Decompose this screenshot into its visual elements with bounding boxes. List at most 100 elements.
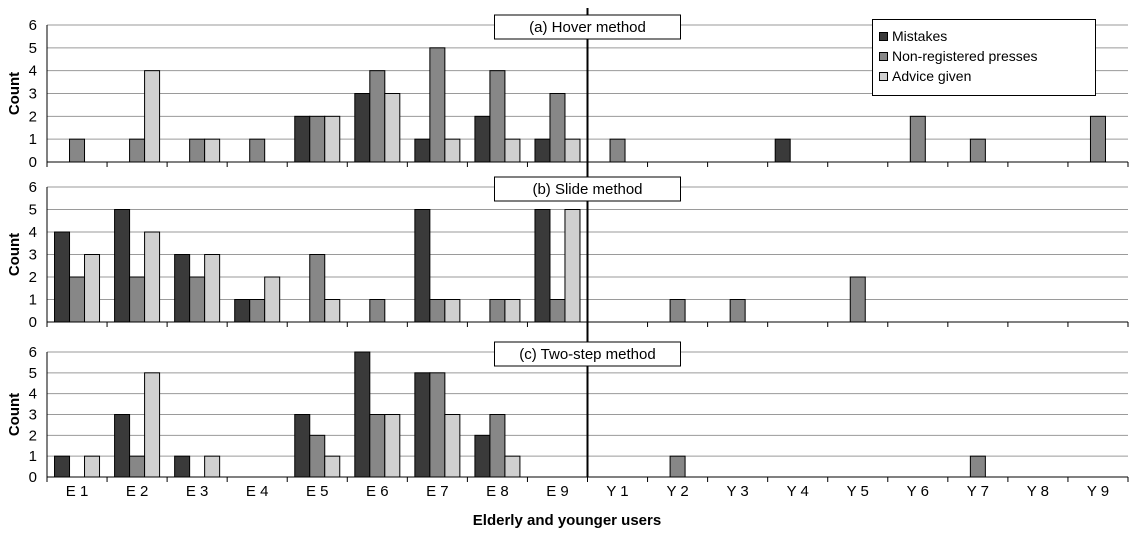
y-tick-label: 5 [29,40,37,57]
y-tick-label: 2 [29,269,37,286]
panel-title: (c) Two-step method [519,346,655,363]
x-tick-label: E 8 [486,483,509,500]
bar-mistakes [54,455,71,478]
x-tick-label: E 1 [66,483,89,500]
bar-mistakes [54,231,71,323]
y-tick-label: 4 [29,224,37,241]
bar-advice [144,231,161,323]
bar-advice [444,299,461,323]
panel-title-box [494,176,681,202]
bar-non-registered [429,299,446,323]
y-tick-label: 4 [29,386,37,403]
x-tick-label: E 4 [246,483,269,500]
bar-non-registered [309,434,326,478]
panel-title: (b) Slide method [532,181,642,198]
y-axis-title: Count [6,72,23,115]
panel-title: (a) Hover method [529,19,646,36]
bar-mistakes [234,299,251,323]
chart-legend: Mistakes Non-registered presses Advice g… [872,19,1096,96]
y-tick-label: 6 [29,344,37,361]
bar-non-registered [489,70,506,163]
bar-mistakes [414,372,431,478]
x-tick-label: Y 8 [1027,483,1049,500]
bar-advice [324,299,341,323]
bar-mistakes [534,209,551,323]
bar-mistakes [294,115,311,163]
bar-mistakes [414,138,431,163]
legend-item-non-registered: Non-registered presses [879,46,1095,66]
bar-non-registered [309,115,326,163]
y-tick-label: 0 [29,469,37,486]
bar-non-registered [69,138,86,163]
y-tick-label: 6 [29,179,37,196]
y-axis-title: Count [6,233,23,276]
y-tick-label: 1 [29,131,37,148]
bar-non-registered [1089,115,1106,163]
y-tick-label: 3 [29,247,37,264]
bar-non-registered [129,276,146,323]
bar-non-registered [189,276,206,323]
x-tick-label: E 7 [426,483,449,500]
legend-swatch-non-registered [879,51,888,61]
bar-non-registered [129,455,146,478]
bar-non-registered [849,276,866,323]
x-tick-label: E 6 [366,483,389,500]
legend-label-advice: Advice given [892,68,972,84]
legend-swatch-advice [879,71,888,81]
x-tick-label: E 5 [306,483,329,500]
bar-non-registered [249,138,266,163]
y-tick-label: 3 [29,86,37,103]
x-tick-label: E 3 [186,483,209,500]
y-tick-label: 2 [29,108,37,125]
bar-non-registered [369,299,386,323]
bar-advice [144,70,161,163]
bar-advice [504,455,521,478]
bar-advice [384,414,401,478]
x-tick-label: Y 2 [666,483,688,500]
y-tick-label: 0 [29,154,37,171]
bar-advice [324,115,341,163]
y-tick-label: 0 [29,314,37,331]
bar-non-registered [189,138,206,163]
bar-mistakes [354,351,371,478]
legend-swatch-mistakes [879,31,888,41]
bar-non-registered [249,299,266,323]
bar-advice [384,93,401,163]
panel-title-box [494,14,681,40]
bar-non-registered [309,254,326,323]
bar-mistakes [354,93,371,163]
bar-mistakes [534,138,551,163]
panel-title-box [494,341,681,367]
bar-mistakes [414,209,431,323]
bar-advice [204,254,221,323]
legend-label-non-registered: Non-registered presses [892,48,1038,64]
bar-non-registered [489,299,506,323]
bar-non-registered [429,47,446,163]
bar-non-registered [729,299,746,323]
x-tick-label: Y 7 [967,483,989,500]
bar-non-registered [429,372,446,478]
x-tick-label: Y 6 [907,483,929,500]
y-tick-label: 1 [29,448,37,465]
bar-mistakes [114,209,131,323]
bar-advice [444,138,461,163]
bar-advice [264,276,281,323]
bar-advice [84,254,101,323]
x-tick-label: Y 4 [787,483,809,500]
x-tick-label: Y 3 [727,483,749,500]
bar-mistakes [474,115,491,163]
bar-mistakes [114,414,131,478]
legend-label-mistakes: Mistakes [892,28,948,44]
bar-advice [144,372,161,478]
bar-non-registered [69,276,86,323]
bar-advice [504,138,521,163]
x-tick-label: Y 9 [1087,483,1109,500]
bar-mistakes [294,414,311,478]
bar-non-registered [969,138,986,163]
bar-advice [564,138,581,163]
bar-advice [444,414,461,478]
x-tick-label: E 9 [546,483,569,500]
x-tick-label: Y 5 [847,483,869,500]
bar-non-registered [369,414,386,478]
